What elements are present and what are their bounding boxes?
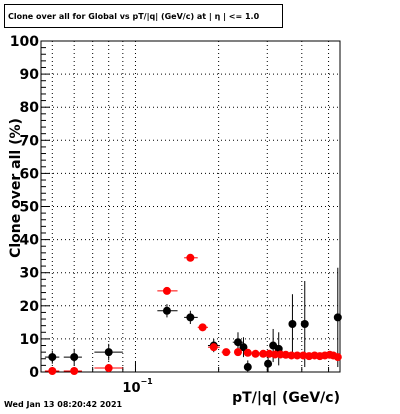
y-tick-label: 0 (29, 365, 39, 381)
data-point-black (333, 313, 342, 322)
data-point-red (243, 348, 252, 357)
data-point-red (233, 348, 242, 357)
y-tick-label: 20 (20, 299, 40, 315)
x-tick-label-exponent: −1 (140, 377, 153, 386)
data-point-red (251, 349, 260, 358)
data-point-red (259, 349, 268, 358)
data-point-red (299, 351, 308, 360)
data-point-black (300, 320, 309, 329)
x-tick-label: 10 (122, 381, 140, 396)
data-point-black (264, 359, 273, 368)
data-point-black (243, 363, 252, 372)
chart-title: Clone over all for Global vs pT/|q| (GeV… (4, 4, 283, 28)
data-point-red (48, 367, 57, 376)
data-point-red (186, 253, 195, 262)
y-tick-label: 100 (10, 34, 39, 50)
data-point-red (209, 343, 218, 352)
x-axis-label: pT/|q| (GeV/c) (232, 390, 340, 406)
y-tick-label: 90 (20, 67, 40, 83)
data-point-red (198, 323, 207, 332)
data-point-black (288, 320, 297, 329)
data-point-black (162, 306, 171, 315)
y-tick-label: 10 (20, 332, 40, 348)
data-point-black (186, 313, 195, 322)
y-tick-label: 30 (20, 266, 40, 282)
data-point-red (271, 350, 280, 359)
data-point-black (104, 348, 113, 357)
y-axis-label: Clone over all (%) (8, 118, 24, 258)
data-point-red (70, 367, 79, 376)
y-tick-label: 70 (20, 133, 40, 149)
data-point-red (333, 353, 342, 362)
data-point-black (70, 353, 79, 362)
data-point-red (104, 364, 113, 373)
y-tick-label: 40 (20, 233, 40, 249)
data-point-black (48, 353, 57, 362)
data-point-black (233, 338, 242, 347)
data-point-red (222, 348, 231, 357)
data-point-black (239, 343, 248, 352)
data-point-red (162, 286, 171, 295)
data-point-red (293, 351, 302, 360)
timestamp: Wed Jan 13 08:20:42 2021 (4, 400, 123, 409)
y-tick-label: 60 (20, 166, 40, 182)
data-point-red (287, 351, 296, 360)
y-tick-label: 50 (20, 200, 40, 216)
y-tick-label: 80 (20, 100, 40, 116)
